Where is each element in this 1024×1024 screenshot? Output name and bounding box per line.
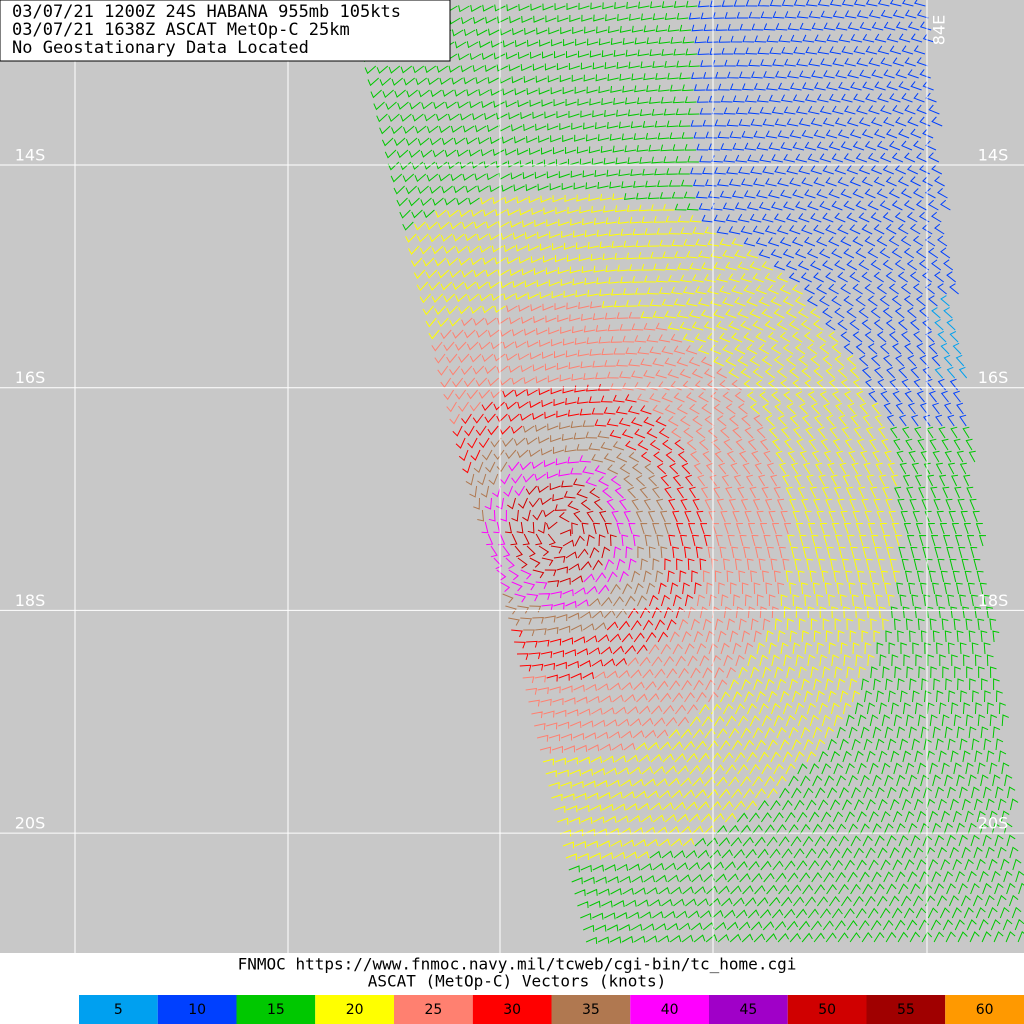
legend-swatch: [709, 995, 788, 1024]
legend-swatch: [945, 995, 1024, 1024]
wind-barb-group: [481, 455, 640, 612]
wind-barbs: [350, 0, 1024, 944]
legend-label: 55: [897, 1002, 915, 1018]
lat-label: 14S: [978, 146, 1009, 165]
legend-swatch: [236, 995, 316, 1024]
lat-label: 18S: [15, 591, 46, 610]
lat-label: 20S: [978, 814, 1009, 833]
legend: 5 10 15 20 25 30 35 40 45 50 55 60: [79, 995, 1024, 1024]
legend-label: 15: [267, 1002, 285, 1018]
legend-label: 20: [346, 1002, 364, 1018]
wind-barb-group: [452, 383, 711, 682]
footer-line: ASCAT (MetOp-C) Vectors (knots): [368, 972, 667, 991]
legend-label: 5: [114, 1002, 123, 1018]
header-line: 03/07/21 1200Z 24S HABANA 955mb 105kts: [12, 2, 401, 22]
wind-barb-group: [688, 0, 967, 427]
lat-label: 14S: [15, 146, 46, 165]
legend-swatch: [787, 995, 867, 1024]
footer: FNMOC https://www.fnmoc.navy.mil/tcweb/c…: [238, 955, 797, 991]
legend-label: 30: [503, 1002, 521, 1018]
lon-label: 84E: [930, 15, 949, 45]
legend-label: 35: [582, 1002, 600, 1018]
footer-line: FNMOC https://www.fnmoc.navy.mil/tcweb/c…: [238, 955, 797, 974]
legend-label: 40: [661, 1002, 679, 1018]
legend-swatch: [79, 995, 158, 1024]
legend-swatch: [157, 995, 237, 1024]
legend-swatch: [394, 995, 473, 1024]
legend-label: 60: [976, 1002, 994, 1018]
legend-label: 45: [739, 1002, 757, 1018]
lat-label: 16S: [978, 368, 1009, 387]
legend-swatch: [866, 995, 946, 1024]
lat-label: 16S: [15, 368, 46, 387]
wind-barb-group: [505, 478, 617, 588]
legend-swatch: [551, 995, 631, 1024]
wind-barb-group: [405, 193, 903, 861]
wind-barb-group: [931, 295, 968, 379]
header-box: [0, 0, 451, 62]
wind-barb-group: [465, 420, 672, 637]
legend-label: 25: [424, 1002, 442, 1018]
legend-label: 10: [188, 1002, 206, 1018]
header: 03/07/21 1200Z 24S HABANA 955mb 105kts03…: [12, 2, 401, 58]
legend-swatch: [315, 995, 394, 1024]
lat-label: 18S: [978, 591, 1009, 610]
header-line: No Geostationary Data Located: [12, 38, 309, 58]
grid: 14S 14S 16S 16S 18S 18S 20S 20S 84E: [0, 0, 1024, 953]
header-line: 03/07/21 1638Z ASCAT MetOp-C 25km: [12, 20, 350, 40]
legend-swatch: [472, 995, 552, 1024]
lat-label: 20S: [15, 814, 46, 833]
legend-swatch: [630, 995, 709, 1024]
map-background: [0, 0, 1024, 953]
legend-label: 50: [818, 1002, 836, 1018]
